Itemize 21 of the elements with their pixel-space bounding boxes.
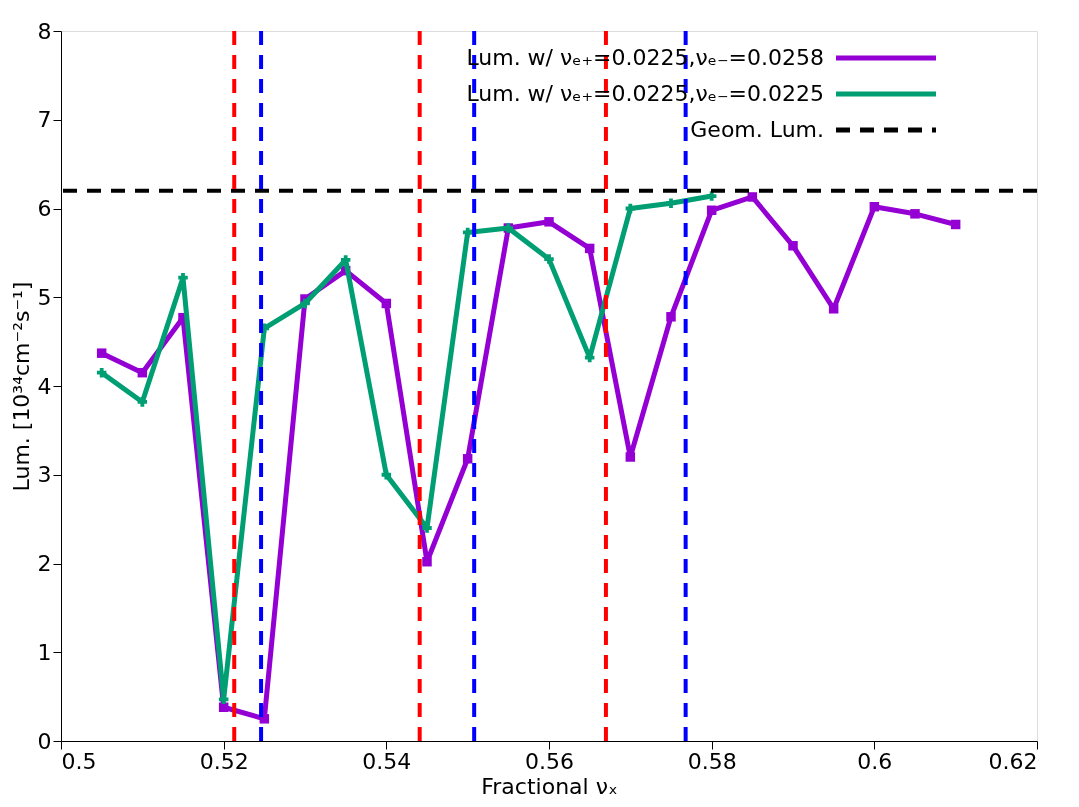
y-tick-label: 3 xyxy=(37,462,52,488)
y-tick-label: 4 xyxy=(37,373,52,399)
legend-label: Geom. Lum. xyxy=(690,117,824,142)
y-tick-label: 8 xyxy=(37,18,52,44)
legend-label: Lum. w/ νₑ₊=0.0225,νₑ₋=0.0225 xyxy=(466,81,824,106)
y-tick-label: 6 xyxy=(37,196,52,221)
legend-label: Lum. w/ νₑ₊=0.0225,νₑ₋=0.0258 xyxy=(466,45,824,70)
y-tick-label: 1 xyxy=(37,639,52,665)
x-tick-label: 0.58 xyxy=(687,748,737,774)
y-tick-label: 0 xyxy=(37,728,52,754)
y-tick-label: 2 xyxy=(37,551,52,576)
x-tick-label: 0.52 xyxy=(199,748,249,774)
y-tick-label: 5 xyxy=(37,284,52,310)
x-tick-label: 0.62 xyxy=(988,748,1038,774)
x-tick-label: 0.54 xyxy=(362,748,412,774)
x-tick-label: 0.6 xyxy=(857,748,893,774)
x-tick-label: 0.56 xyxy=(525,748,574,774)
y-axis-title: Lum. [10³⁴cm⁻²s⁻¹] xyxy=(8,281,34,492)
x-tick-label: 0.5 xyxy=(61,748,97,774)
x-axis-title: Fractional νₓ xyxy=(481,773,618,799)
y-tick-label: 7 xyxy=(37,107,52,133)
